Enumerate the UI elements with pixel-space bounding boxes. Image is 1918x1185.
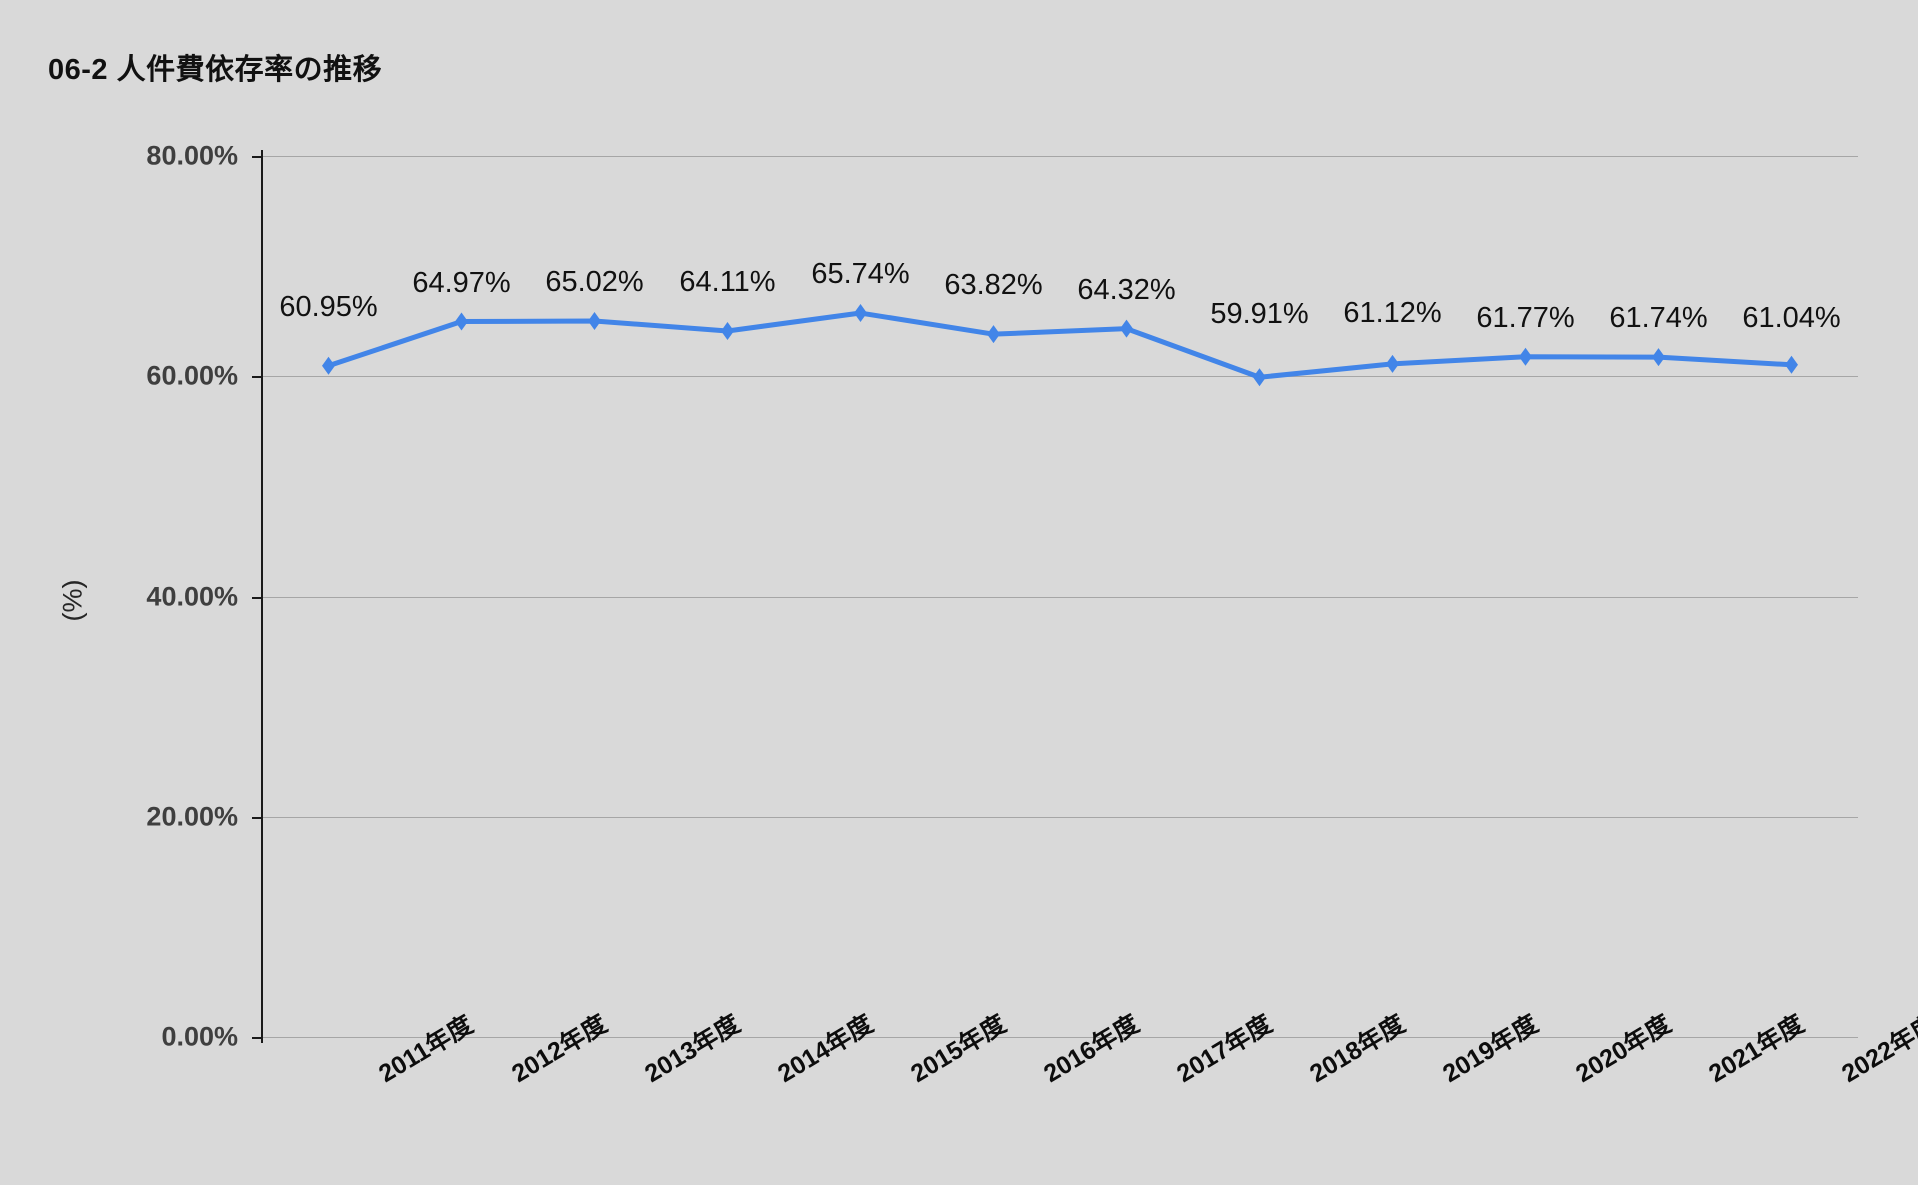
- line-series: [322, 304, 1798, 387]
- x-axis-tick-label: 2012年度: [506, 1009, 612, 1089]
- data-point-label: 61.77%: [1476, 301, 1575, 334]
- data-point-label: 64.97%: [412, 266, 511, 299]
- x-axis-tick-label: 2018年度: [1304, 1009, 1410, 1089]
- plot-area: [262, 156, 1858, 1037]
- y-axis-tick: [252, 376, 263, 378]
- data-point-marker: [588, 311, 601, 330]
- data-point-label: 61.12%: [1343, 296, 1442, 329]
- data-point-label: 65.02%: [545, 265, 644, 298]
- chart-title: 06-2 人件費依存率の推移: [48, 54, 383, 86]
- x-axis-tick-label: 2011年度: [373, 1010, 478, 1089]
- data-point-label: 64.32%: [1077, 273, 1176, 306]
- x-axis-tick-label: 2022年度: [1836, 1009, 1918, 1089]
- data-point-label: 59.91%: [1210, 298, 1309, 331]
- data-point-marker: [1253, 368, 1266, 387]
- y-axis-tick: [252, 156, 263, 158]
- x-axis-tick-label: 2014年度: [772, 1009, 878, 1089]
- data-point-label: 60.95%: [279, 290, 378, 323]
- data-point-marker: [1386, 354, 1399, 373]
- x-axis-tick-label: 2015年度: [905, 1009, 1011, 1089]
- data-point-marker: [1785, 355, 1798, 374]
- data-point-label: 61.04%: [1742, 301, 1841, 334]
- gridline: [262, 376, 1858, 377]
- y-axis-tick-label: 0.00%: [161, 1021, 238, 1052]
- x-axis-tick-label: 2013年度: [639, 1009, 745, 1089]
- data-point-label: 65.74%: [811, 258, 910, 291]
- y-axis-tick-label: 60.00%: [146, 360, 238, 391]
- y-axis-title: (%): [57, 579, 88, 622]
- data-point-marker: [1519, 347, 1532, 366]
- data-point-marker: [1652, 348, 1665, 367]
- y-axis-tick: [252, 817, 263, 819]
- y-axis-tick-label: 20.00%: [146, 801, 238, 832]
- y-axis-tick-label: 80.00%: [146, 140, 238, 171]
- series-line: [326, 310, 1794, 380]
- data-point-label: 63.82%: [944, 269, 1043, 302]
- data-point-label: 64.11%: [679, 265, 776, 298]
- x-axis-tick-label: 2019年度: [1437, 1009, 1543, 1089]
- data-point-marker: [455, 312, 468, 331]
- x-axis-tick-label: 2021年度: [1703, 1009, 1809, 1089]
- gridline: [262, 597, 1858, 598]
- gridline: [262, 156, 1858, 157]
- x-axis-tick-label: 2016年度: [1038, 1009, 1144, 1089]
- x-axis-tick-label: 2020年度: [1570, 1009, 1676, 1089]
- data-point-marker: [1120, 319, 1133, 338]
- x-axis-tick-label: 2017年度: [1171, 1009, 1277, 1089]
- data-point-marker: [987, 325, 1000, 344]
- gridline: [262, 1037, 1858, 1038]
- y-axis-tick-label: 40.00%: [146, 581, 238, 611]
- gridline: [262, 817, 1858, 818]
- data-point-marker: [721, 321, 734, 340]
- y-axis-line: [261, 150, 263, 1043]
- data-point-marker: [322, 356, 335, 375]
- y-axis-tick: [252, 597, 263, 599]
- data-point-label: 61.74%: [1609, 302, 1708, 335]
- y-axis-tick: [252, 1037, 263, 1039]
- data-point-marker: [854, 304, 867, 323]
